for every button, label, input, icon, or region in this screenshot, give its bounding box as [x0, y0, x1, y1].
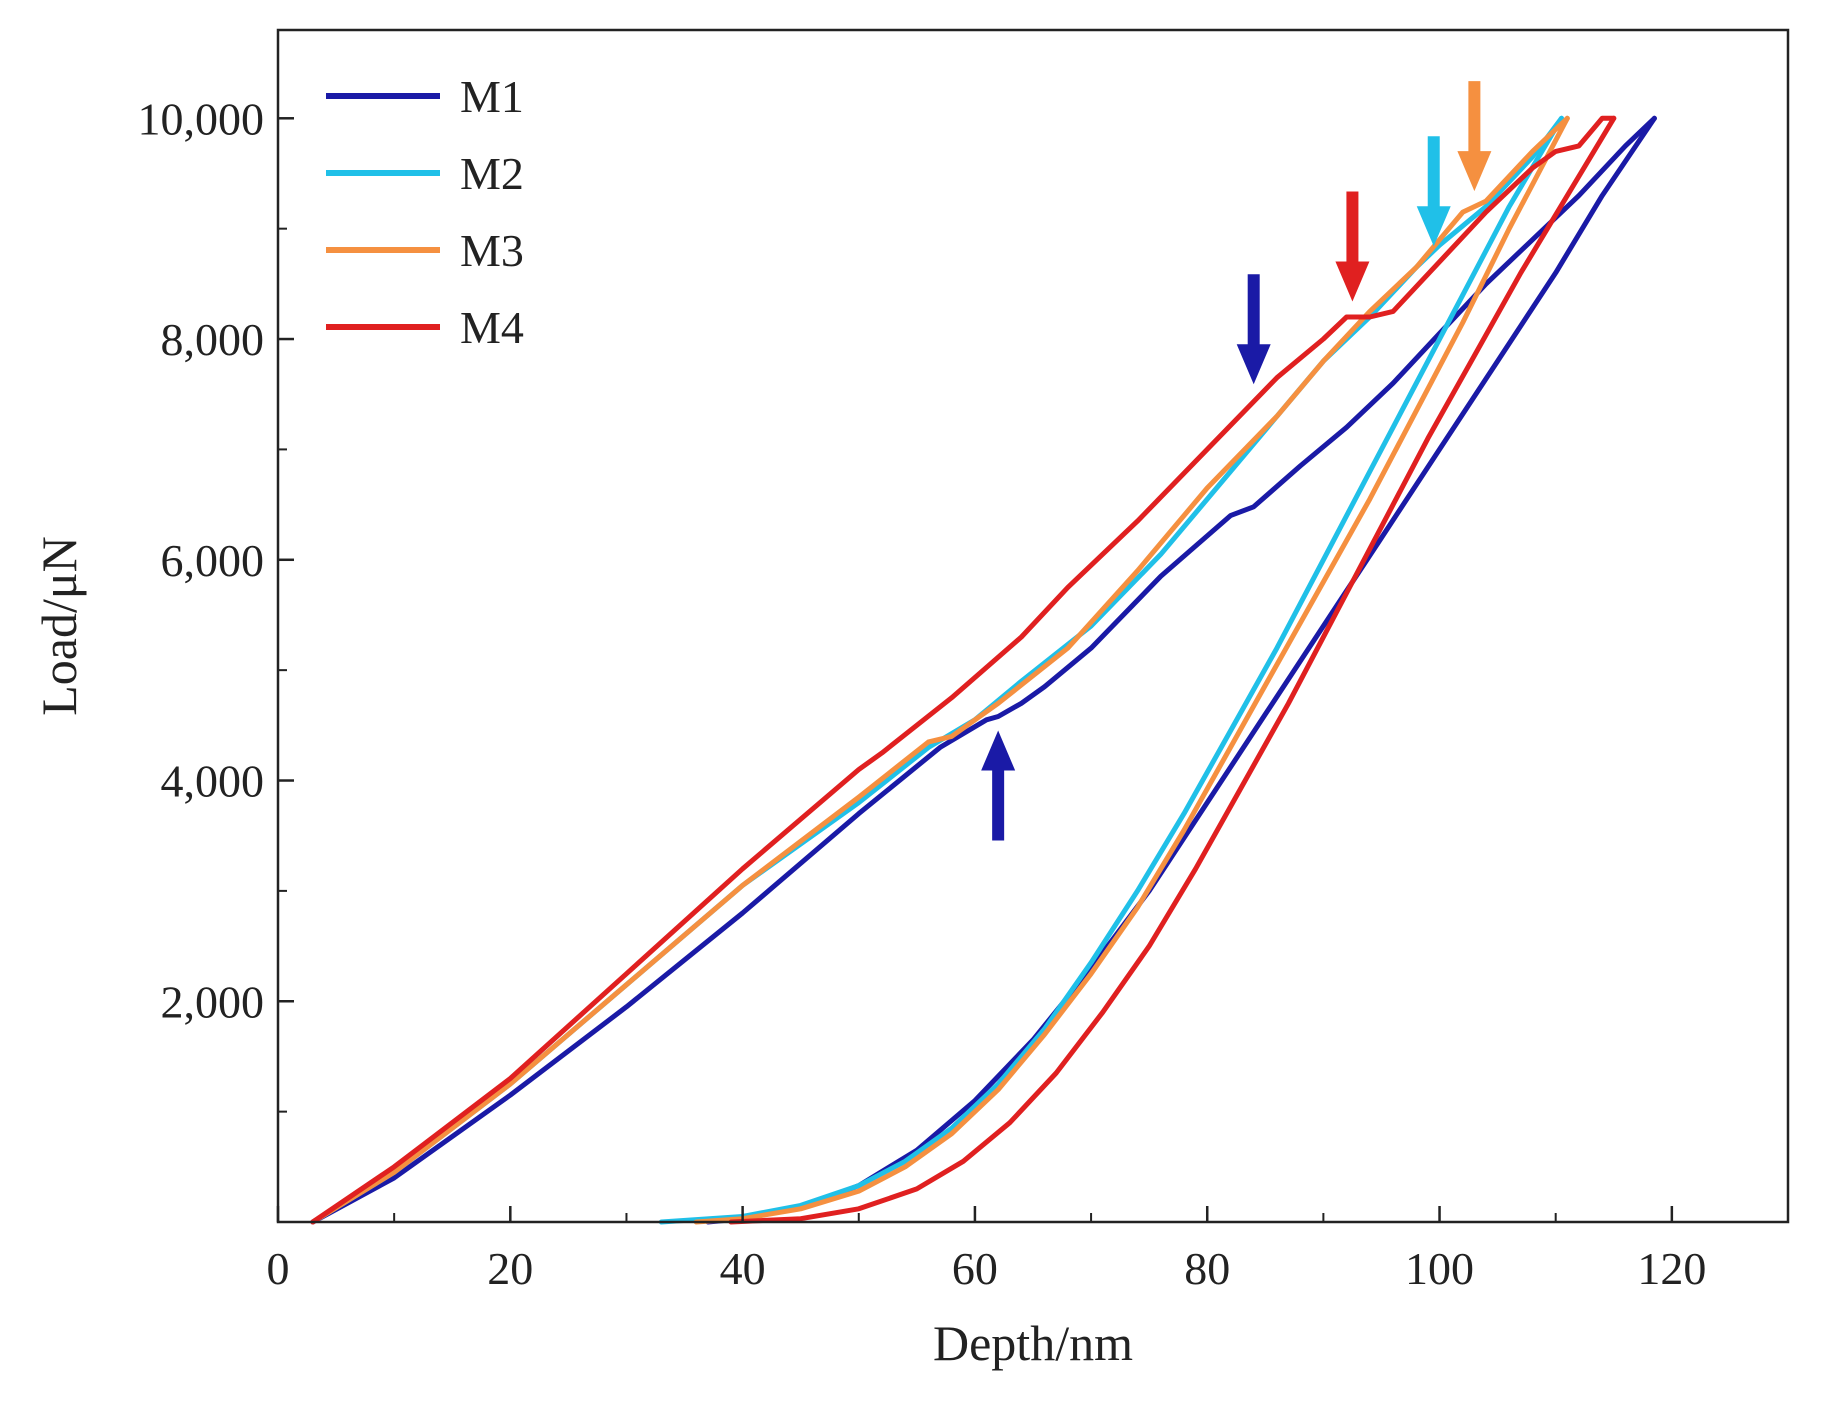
x-axis-title: Depth/nm	[933, 1315, 1133, 1371]
annotation-arrow-down	[1416, 136, 1451, 247]
plot-lines	[310, 115, 1657, 1225]
x-axis-ticks: 0 20 40 60 80 100 120	[267, 1206, 1706, 1294]
y-tick-label: 2,000	[161, 976, 265, 1027]
annotation-arrow-down	[1457, 81, 1492, 192]
legend-label-m2: M2	[460, 148, 524, 199]
legend-label-m3: M3	[460, 225, 524, 276]
legend: M1 M2 M3 M4	[326, 71, 524, 353]
series-m2-unloading-line	[658, 115, 1564, 1225]
annotation-arrow-up	[981, 730, 1016, 841]
x-tick-label: 100	[1405, 1243, 1474, 1294]
annotations	[981, 81, 1492, 841]
legend-label-m4: M4	[460, 302, 524, 353]
annotation-arrow-down	[1236, 274, 1271, 385]
x-tick-label: 40	[720, 1243, 766, 1294]
y-tick-label: 8,000	[161, 314, 265, 365]
plot-frame	[276, 28, 1790, 1224]
legend-label-m1: M1	[460, 71, 524, 122]
y-axis-title: Load/μN	[31, 536, 87, 716]
y-axis-ticks: 2,000 4,000 6,000 8,000 10,000	[138, 93, 294, 1113]
y-tick-label: 4,000	[161, 756, 265, 807]
y-tick-label: 6,000	[161, 535, 265, 586]
series-m4-loading-line	[310, 115, 1617, 1225]
y-tick-label: 10,000	[138, 93, 265, 144]
series-m1-loading-line	[310, 115, 1657, 1225]
x-tick-label: 20	[487, 1243, 533, 1294]
x-tick-label: 0	[267, 1243, 290, 1294]
series-m4-unloading-line	[728, 115, 1617, 1225]
series-m3-unloading-line	[693, 115, 1570, 1225]
x-tick-label: 80	[1184, 1243, 1230, 1294]
x-tick-label: 60	[952, 1243, 998, 1294]
annotation-arrow-down	[1335, 191, 1370, 302]
series-m3-loading-line	[310, 115, 1570, 1225]
x-tick-label: 120	[1637, 1243, 1706, 1294]
